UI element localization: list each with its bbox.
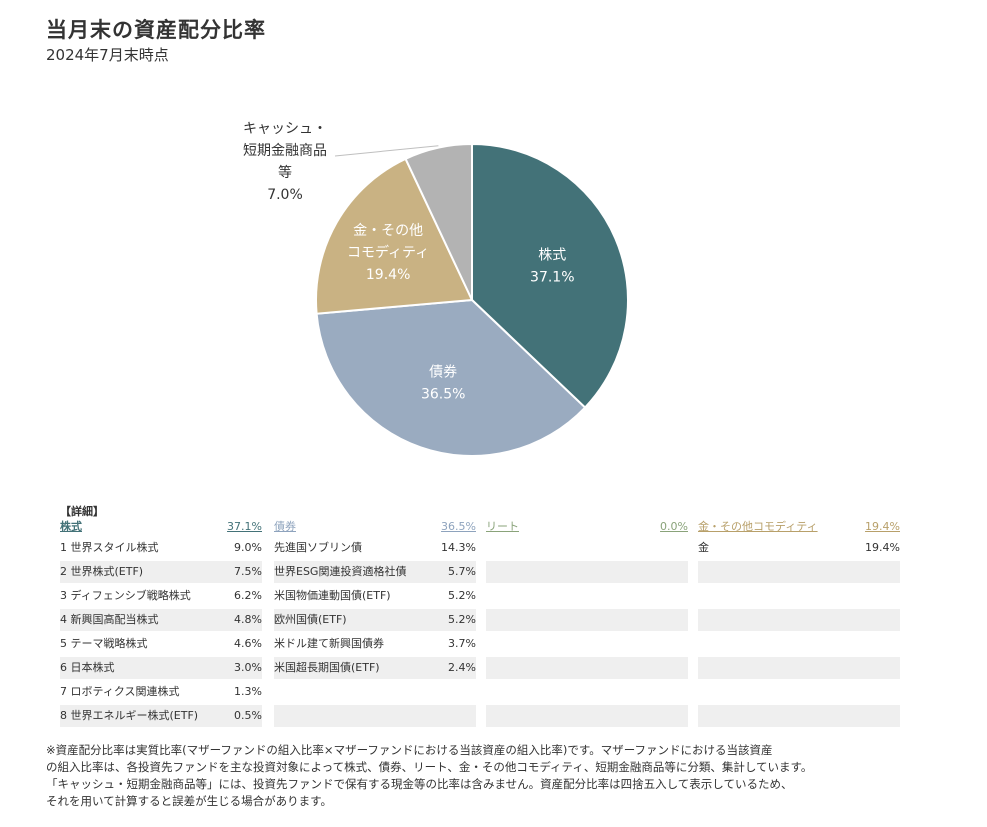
detail-item-value: 19.4%: [865, 541, 900, 554]
detail-item-value: 1.3%: [234, 685, 262, 698]
detail-row: 世界ESG関連投資適格社債 5.7%: [274, 561, 476, 583]
slice-label-cash: キャッシュ・短期金融商品等 7.0%: [243, 121, 327, 203]
detail-row: 4 新興国高配当株式 4.8%: [60, 609, 262, 631]
detail-item-name: 5 テーマ戦略株式: [60, 637, 148, 650]
detail-item-name: 世界ESG関連投資適格社債: [274, 565, 407, 578]
detail-item-value: 9.0%: [234, 541, 262, 554]
detail-item-value: 5.7%: [448, 565, 476, 578]
detail-row-empty: [486, 537, 688, 559]
detail-item-name: 1 世界スタイル株式: [60, 541, 159, 554]
detail-row-empty: [274, 681, 476, 703]
column-header-total: 0.0%: [660, 520, 688, 533]
footnote-line: それを用いて計算すると誤差が生じる場合があります。: [46, 794, 333, 808]
detail-row-empty: [698, 609, 900, 631]
detail-row: 米国物価連動国債(ETF) 5.2%: [274, 585, 476, 607]
detail-row-empty: [486, 609, 688, 631]
detail-item-name: 米国超長期国債(ETF): [274, 661, 380, 674]
detail-item-name: 金: [698, 541, 709, 554]
column-header-name: 債券: [274, 520, 296, 533]
detail-row-empty: [486, 585, 688, 607]
detail-row: 3 ディフェンシブ戦略株式 6.2%: [60, 585, 262, 607]
detail-item-value: 4.8%: [234, 613, 262, 626]
detail-row-empty: [698, 681, 900, 703]
detail-row: 7 ロボティクス関連株式 1.3%: [60, 681, 262, 703]
detail-row: 2 世界株式(ETF) 7.5%: [60, 561, 262, 583]
column-header-total: 37.1%: [227, 520, 262, 533]
page-subtitle: 2024年7月末時点: [46, 46, 169, 64]
detail-item-name: 6 日本株式: [60, 661, 115, 674]
detail-item-value: 4.6%: [234, 637, 262, 650]
column-header-name: リート: [486, 520, 519, 533]
detail-item-name: 4 新興国高配当株式: [60, 613, 159, 626]
column-header: 株式 37.1%: [60, 519, 262, 535]
column-header-total: 36.5%: [441, 520, 476, 533]
pie-chart: 株式 37.1% 債券 36.5% 金・その他コモディティ 19.4% キャッシュ・短期金融…: [243, 121, 629, 457]
detail-item-value: 3.7%: [448, 637, 476, 650]
pie-slice-bonds: [315, 298, 587, 457]
column-header-name: 株式: [60, 520, 82, 533]
detail-row: 6 日本株式 3.0%: [60, 657, 262, 679]
page-title: 当月末の資産配分比率: [46, 18, 266, 42]
detail-row-empty: [698, 561, 900, 583]
footnote-line: 「キャッシュ・短期金融商品等」には、投資先ファンドで保有する現金等の比率は含みま…: [46, 777, 793, 791]
detail-row-empty: [486, 633, 688, 655]
detail-column-stocks: 株式 37.1% 1 世界スタイル株式 9.0% 2 世界株式(ETF) 7.5% 3 ディ…: [60, 519, 262, 727]
detail-item-value: 14.3%: [441, 541, 476, 554]
detail-row-empty: [486, 657, 688, 679]
detail-item-name: 欧州国債(ETF): [274, 613, 347, 626]
slice-label-bonds: 債券 36.5%: [421, 364, 465, 402]
pie-slice-cash: [404, 142, 473, 301]
column-header: 金・その他コモディティ 19.4%: [698, 519, 900, 535]
detail-row: 米国超長期国債(ETF) 2.4%: [274, 657, 476, 679]
pie-slice-stocks: [471, 142, 629, 409]
detail-item-value: 6.2%: [234, 589, 262, 602]
detail-column-reit: リート 0.0%: [486, 519, 688, 727]
column-header-total: 19.4%: [865, 520, 900, 533]
detail-row: 8 世界エネルギー株式(ETF) 0.5%: [60, 705, 262, 727]
detail-item-value: 3.0%: [234, 661, 262, 674]
detail-item-name: 米ドル建て新興国債券: [274, 637, 384, 650]
detail-item-name: 先進国ソブリン債: [274, 541, 362, 554]
footnote: ※資産配分比率は実質比率(マザーファンドの組入比率×マザーファンドにおける当該資…: [46, 742, 946, 810]
detail-item-name: 3 ディフェンシブ戦略株式: [60, 589, 191, 602]
detail-column-bonds: 債券 36.5% 先進国ソブリン債 14.3% 世界ESG関連投資適格社債 5.7% 米国物…: [274, 519, 476, 727]
slice-label-commodities: 金・その他コモディティ 19.4%: [347, 223, 429, 283]
detail-item-name: 2 世界株式(ETF): [60, 565, 144, 578]
detail-row: 欧州国債(ETF) 5.2%: [274, 609, 476, 631]
detail-item-value: 5.2%: [448, 613, 476, 626]
column-header: 債券 36.5%: [274, 519, 476, 535]
detail-row-empty: [698, 633, 900, 655]
detail-row: 先進国ソブリン債 14.3%: [274, 537, 476, 559]
detail-item-value: 2.4%: [448, 661, 476, 674]
detail-row-empty: [486, 705, 688, 727]
detail-row-empty: [274, 705, 476, 727]
detail-row-empty: [486, 561, 688, 583]
detail-item-value: 0.5%: [234, 709, 262, 722]
detail-row-empty: [698, 705, 900, 727]
detail-item-name: 7 ロボティクス関連株式: [60, 685, 180, 698]
footnote-line: の組入比率は、各投資先ファンドを主な投資対象によって株式、債券、リート、金・その…: [46, 760, 813, 774]
detail-item-value: 5.2%: [448, 589, 476, 602]
detail-item-name: 米国物価連動国債(ETF): [274, 589, 391, 602]
column-header: リート 0.0%: [486, 519, 688, 535]
detail-row-empty: [698, 657, 900, 679]
detail-item-name: 8 世界エネルギー株式(ETF): [60, 709, 199, 722]
column-header-name: 金・その他コモディティ: [698, 520, 818, 533]
detail-row: 1 世界スタイル株式 9.0%: [60, 537, 262, 559]
details-heading: 【詳細】: [60, 505, 104, 518]
detail-item-value: 7.5%: [234, 565, 262, 578]
detail-row-empty: [698, 585, 900, 607]
slice-label-stocks: 株式 37.1%: [530, 248, 574, 286]
pie-slice-commodities: [315, 157, 474, 315]
detail-row-empty: [486, 681, 688, 703]
footnote-line: ※資産配分比率は実質比率(マザーファンドの組入比率×マザーファンドにおける当該資…: [46, 743, 773, 757]
detail-row: 金 19.4%: [698, 537, 900, 559]
detail-row: 5 テーマ戦略株式 4.6%: [60, 633, 262, 655]
detail-column-commodities: 金・その他コモディティ 19.4% 金 19.4%: [698, 519, 900, 727]
detail-row: 米ドル建て新興国債券 3.7%: [274, 633, 476, 655]
leader-line-cash: [334, 145, 439, 157]
